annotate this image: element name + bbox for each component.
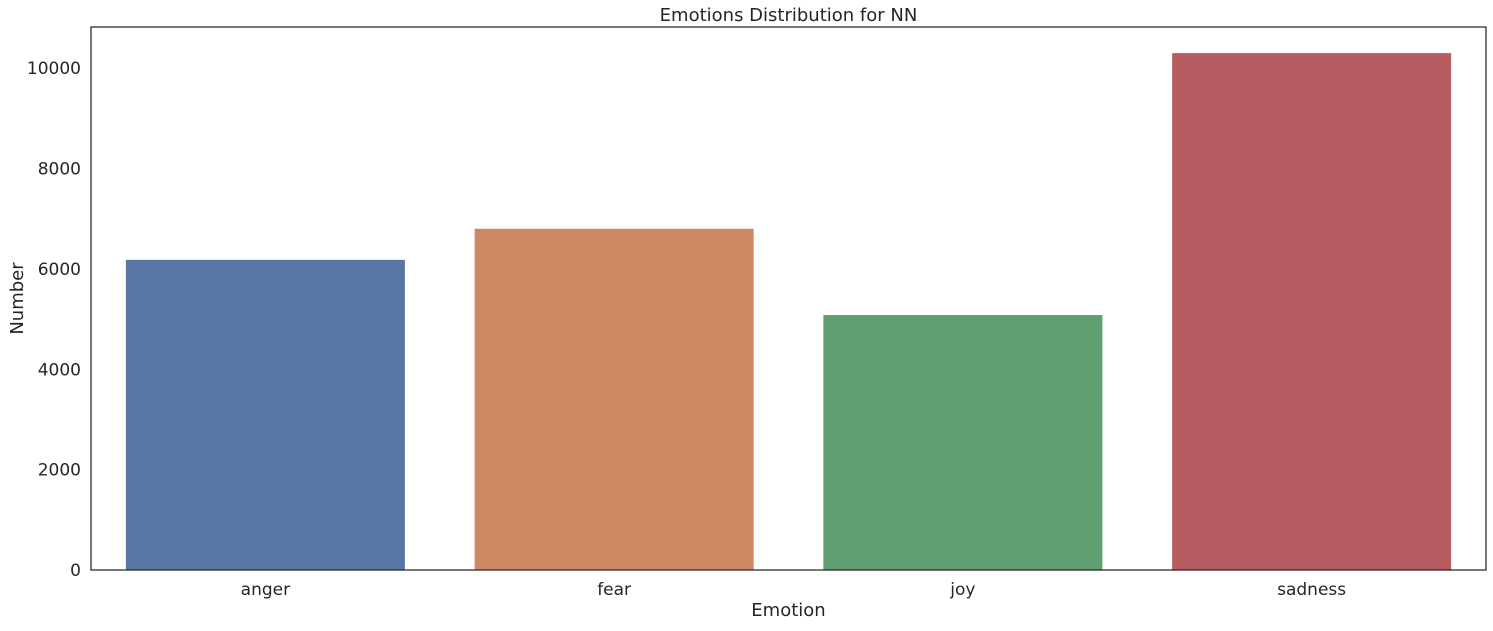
y-tick-label-2000: 2000 [38,461,81,481]
y-tick-label-10000: 10000 [27,59,81,79]
y-axis-label: Number [7,262,28,335]
bar-fear [474,228,754,571]
x-tick-label-sadness: sadness [1277,580,1346,600]
y-tick-label-4000: 4000 [38,360,81,380]
y-tick-label-0: 0 [70,561,81,581]
bar-joy [823,315,1103,570]
bar-anger [125,259,405,570]
x-axis-label: Emotion [751,600,825,621]
x-tick-label-joy: joy [949,580,975,600]
bars-layer [125,53,1452,571]
bar-sadness [1172,53,1452,571]
plot-frame [90,26,1487,571]
y-tick-label-8000: 8000 [38,160,81,180]
x-axis-ticks: anger fear joy sadness [241,580,1347,600]
x-tick-label-fear: fear [597,580,631,600]
y-axis-ticks: 0 2000 4000 6000 8000 10000 [27,59,81,581]
chart-title: Emotions Distribution for NN [660,5,918,26]
x-tick-label-anger: anger [241,580,290,600]
y-tick-label-6000: 6000 [38,260,81,280]
